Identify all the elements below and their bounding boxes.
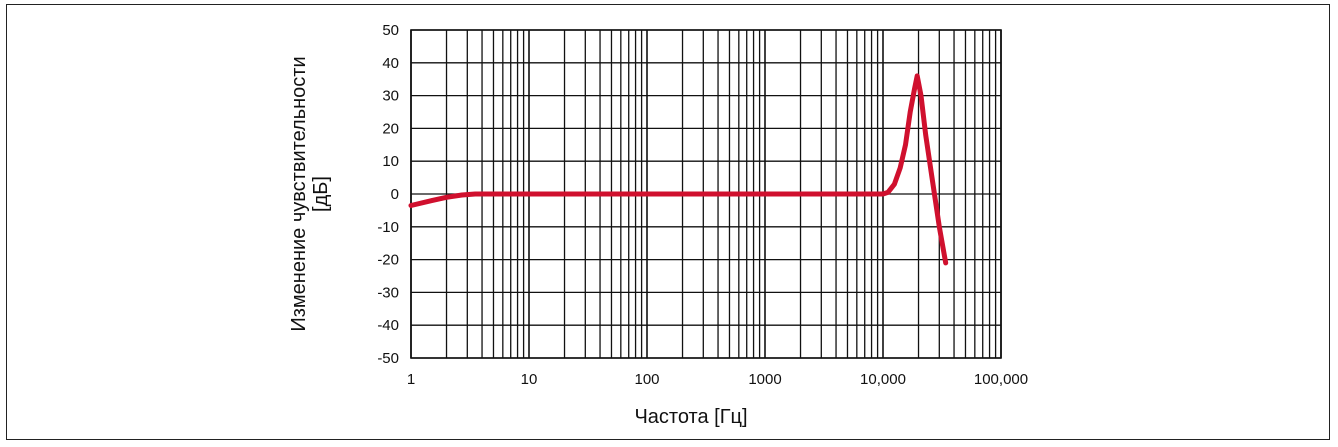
y-axis-unit-label: [дБ] (310, 176, 332, 212)
y-tick-label: 40 (382, 55, 399, 72)
y-axis-label: Изменение чувствительности (288, 56, 310, 331)
major-grid (410, 29, 1002, 359)
x-tick-label: 1 (407, 371, 415, 388)
series-layer (408, 73, 949, 266)
x-tick-label: 1000 (748, 371, 781, 388)
x-tick-label: 10 (521, 371, 538, 388)
x-tick-labels: 1 10 100 1000 10,000 100,000 (407, 371, 1028, 388)
y-tick-label: 30 (382, 88, 399, 105)
y-tick-labels: 50 40 30 20 10 0 -10 -20 -30 -40 -50 (377, 22, 399, 367)
x-tick-label: 10,000 (860, 371, 906, 388)
y-tick-label: 50 (382, 22, 399, 39)
y-tick-label: 0 (391, 186, 399, 203)
sensitivity-chart: 1 10 100 1000 10,000 100,000 50403020100-10-2… (288, 22, 1028, 428)
y-tick-label: 10 (382, 153, 399, 170)
chart-frame: 1 10 100 1000 10,000 100,000 50 40 30 20 10 0 -10 -2… (6, 4, 1330, 440)
y-tick-label: -40 (377, 317, 399, 334)
y-tick-label: -50 (377, 350, 399, 367)
x-tick-label: 100,000 (974, 371, 1028, 388)
sensitivity-curve (408, 73, 949, 266)
y-tick-label: -20 (377, 252, 399, 269)
x-axis-label: Частота [Гц] (634, 406, 747, 428)
plot-border (410, 29, 1002, 359)
y-tick-label: -10 (377, 219, 399, 236)
y-tick-label: -30 (377, 284, 399, 301)
x-tick-label: 100 (634, 371, 659, 388)
y-tick-label: 20 (382, 120, 399, 137)
